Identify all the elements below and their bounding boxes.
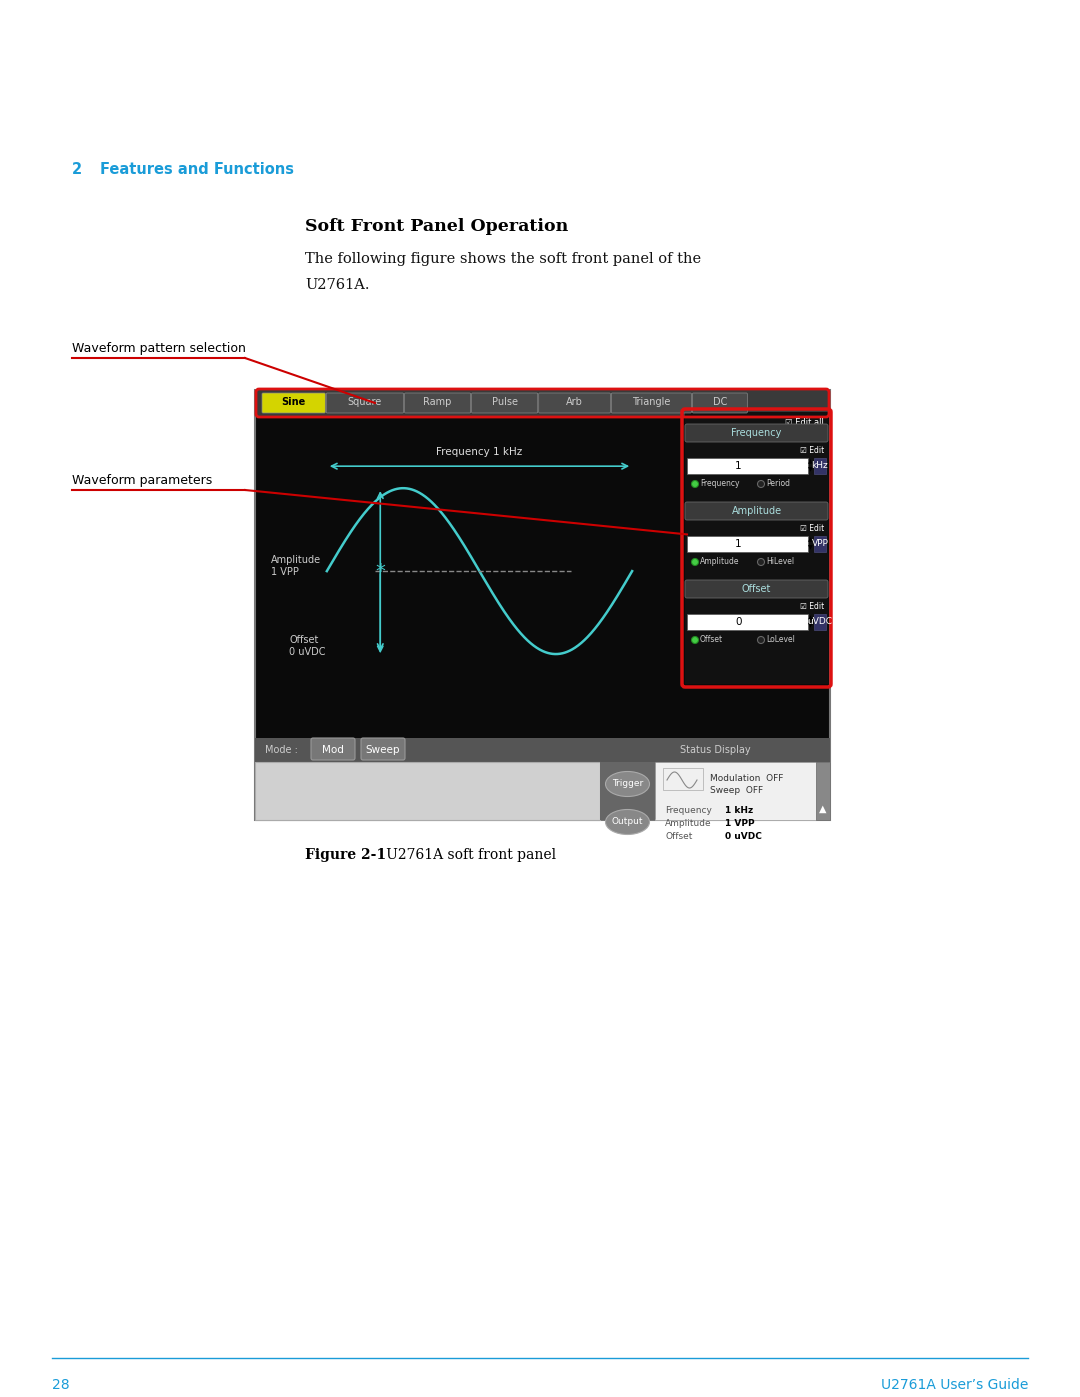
Text: 1 kHz: 1 kHz — [725, 806, 753, 814]
Text: Waveform parameters: Waveform parameters — [72, 474, 213, 488]
Text: Features and Functions: Features and Functions — [100, 162, 294, 177]
Text: Triangle: Triangle — [632, 397, 671, 407]
Text: 2: 2 — [72, 162, 82, 177]
Ellipse shape — [757, 481, 765, 488]
Text: 1: 1 — [734, 539, 742, 549]
Ellipse shape — [606, 771, 649, 796]
FancyBboxPatch shape — [311, 738, 355, 760]
Text: *: * — [376, 562, 386, 581]
Text: Frequency: Frequency — [700, 479, 740, 489]
Text: Offset: Offset — [700, 636, 724, 644]
FancyBboxPatch shape — [472, 393, 538, 414]
Text: ▼: ▼ — [808, 468, 813, 472]
FancyBboxPatch shape — [685, 502, 828, 520]
Text: Mode :: Mode : — [265, 745, 298, 754]
Text: Trigger: Trigger — [612, 780, 643, 788]
Text: Amplitude: Amplitude — [700, 557, 740, 567]
Text: The following figure shows the soft front panel of the: The following figure shows the soft fron… — [305, 251, 701, 265]
Text: Arb: Arb — [566, 397, 583, 407]
Text: Output: Output — [611, 817, 644, 827]
Text: Offset
0 uVDC: Offset 0 uVDC — [289, 634, 325, 658]
Text: ▲: ▲ — [808, 616, 813, 620]
Text: Status Display: Status Display — [680, 745, 751, 754]
Text: Pulse: Pulse — [491, 397, 517, 407]
Text: uVDC: uVDC — [808, 617, 833, 626]
Text: Period: Period — [766, 479, 789, 489]
Text: ▼: ▼ — [808, 545, 813, 550]
Text: 0: 0 — [735, 617, 742, 627]
Bar — [255, 390, 831, 820]
FancyBboxPatch shape — [539, 393, 610, 414]
Bar — [255, 761, 600, 820]
Text: Amplitude: Amplitude — [731, 506, 782, 515]
Text: Amplitude: Amplitude — [665, 819, 712, 828]
Ellipse shape — [757, 637, 765, 644]
FancyBboxPatch shape — [405, 393, 471, 414]
Ellipse shape — [757, 559, 765, 566]
Ellipse shape — [691, 481, 699, 488]
Text: Ramp: Ramp — [423, 397, 451, 407]
Bar — [255, 390, 831, 416]
Text: U2761A.: U2761A. — [305, 278, 369, 292]
FancyBboxPatch shape — [685, 425, 828, 441]
Text: Frequency: Frequency — [665, 806, 712, 814]
Bar — [814, 536, 826, 552]
Text: U2761A User’s Guide: U2761A User’s Guide — [880, 1377, 1028, 1391]
Text: Modulation  OFF: Modulation OFF — [710, 774, 783, 782]
Bar — [814, 615, 826, 630]
Bar — [687, 615, 808, 630]
FancyBboxPatch shape — [262, 393, 325, 414]
Text: Amplitude
1 VPP: Amplitude 1 VPP — [271, 555, 321, 577]
Bar — [685, 412, 828, 685]
Text: kHz: kHz — [812, 461, 828, 471]
Text: Waveform pattern selection: Waveform pattern selection — [72, 342, 246, 355]
Text: U2761A soft front panel: U2761A soft front panel — [373, 848, 556, 862]
FancyBboxPatch shape — [361, 738, 405, 760]
Text: Square: Square — [348, 397, 382, 407]
Ellipse shape — [606, 809, 649, 834]
Bar — [600, 761, 654, 820]
Text: Sine: Sine — [282, 397, 306, 407]
Text: 0 uVDC: 0 uVDC — [725, 833, 761, 841]
Ellipse shape — [691, 637, 699, 644]
Text: ☑ Edit all: ☑ Edit all — [785, 418, 824, 426]
Ellipse shape — [691, 559, 699, 566]
Text: Figure 2-1: Figure 2-1 — [305, 848, 387, 862]
FancyBboxPatch shape — [685, 580, 828, 598]
Text: ☑ Edit: ☑ Edit — [800, 524, 824, 532]
Bar — [814, 458, 826, 474]
Text: 1 VPP: 1 VPP — [725, 819, 755, 828]
Text: Sweep: Sweep — [366, 745, 401, 754]
Text: ▲: ▲ — [808, 460, 813, 464]
Text: DC: DC — [713, 397, 727, 407]
Bar — [255, 738, 831, 761]
FancyBboxPatch shape — [326, 393, 404, 414]
Text: Mod: Mod — [322, 745, 343, 754]
Text: LoLevel: LoLevel — [766, 636, 795, 644]
Text: ▼: ▼ — [808, 623, 813, 629]
FancyBboxPatch shape — [692, 393, 747, 414]
Bar — [816, 761, 831, 820]
Text: Frequency: Frequency — [731, 427, 782, 439]
Text: VPP: VPP — [811, 539, 828, 549]
Bar — [654, 761, 831, 820]
Text: 28: 28 — [52, 1377, 69, 1391]
Bar — [663, 768, 703, 789]
Text: ☑ Edit: ☑ Edit — [800, 446, 824, 454]
Text: Frequency 1 kHz: Frequency 1 kHz — [436, 447, 523, 457]
Text: ☑ Edit: ☑ Edit — [800, 602, 824, 610]
Bar — [687, 458, 808, 474]
FancyBboxPatch shape — [611, 393, 691, 414]
Text: ▲: ▲ — [808, 538, 813, 542]
Text: ▲: ▲ — [820, 805, 827, 814]
Text: Soft Front Panel Operation: Soft Front Panel Operation — [305, 218, 568, 235]
Text: HiLevel: HiLevel — [766, 557, 794, 567]
Text: Sweep  OFF: Sweep OFF — [710, 787, 764, 795]
Text: 1: 1 — [734, 461, 742, 471]
Bar — [687, 536, 808, 552]
Text: Offset: Offset — [665, 833, 692, 841]
Text: Offset: Offset — [742, 584, 771, 594]
